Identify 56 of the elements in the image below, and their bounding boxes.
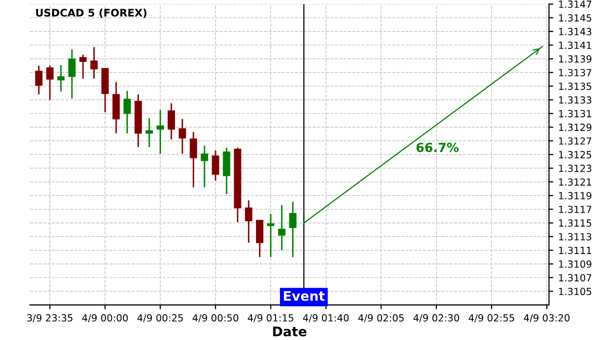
candlestick (244, 200, 252, 244)
candlestick (90, 46, 98, 80)
x-tick-label: 4/9 02:55 (468, 314, 514, 322)
candlestick (267, 213, 274, 258)
x-tick-label: 4/9 03:20 (524, 314, 570, 322)
candlestick (222, 146, 230, 195)
y-tick-label: 1.3147 (559, 0, 592, 8)
x-tick-label: 4/9 00:25 (137, 314, 183, 322)
y-tick-label: 1.3113 (559, 233, 592, 240)
y-tick-label: 1.3127 (559, 137, 592, 145)
candlestick (278, 204, 286, 251)
y-tick-label: 1.3125 (559, 151, 592, 158)
chart-title: USDCAD 5 (FOREX) (36, 8, 146, 18)
candlestick (289, 201, 296, 258)
x-tick-label: 4/9 01:15 (248, 314, 294, 322)
y-tick-label: 1.3139 (559, 55, 592, 63)
y-tick-label: 1.3131 (559, 110, 592, 118)
y-tick-label: 1.3109 (559, 260, 592, 268)
candlestick (68, 48, 76, 100)
annotation: 66.7% (416, 142, 459, 152)
y-tick-label: 1.3145 (559, 14, 592, 22)
y-tick-label: 1.3141 (559, 42, 592, 49)
y-tick-label: 1.3111 (559, 246, 592, 254)
y-tick-label: 1.3121 (559, 178, 592, 186)
candlestick (124, 90, 131, 134)
y-tick-label: 1.3137 (559, 68, 592, 76)
candlestick (178, 118, 186, 155)
candlestick (256, 219, 264, 258)
candlestick (35, 64, 42, 96)
y-tick-label: 1.3119 (559, 192, 592, 200)
candlestick (168, 102, 176, 140)
y-tick-label: 1.3129 (559, 124, 592, 132)
y-tick-label: 1.3143 (559, 28, 592, 36)
x-axis-title: Date (273, 326, 306, 336)
candlestick (190, 131, 198, 188)
ref-line-label: Event (284, 291, 325, 301)
candlestick (156, 109, 164, 155)
y-tick-label: 1.3123 (559, 164, 592, 172)
candlestick (57, 64, 65, 92)
candlestick (79, 54, 87, 80)
y-tick-label: 1.3133 (559, 96, 592, 104)
x-tick-label: 4/9 00:00 (82, 314, 128, 322)
x-tick-label: 4/9 00:50 (192, 314, 238, 322)
candlestick (200, 144, 208, 188)
x-tick-label: 4/9 02:05 (358, 314, 404, 322)
y-tick-label: 1.3107 (559, 274, 592, 282)
y-tick-label: 1.3117 (559, 206, 592, 214)
x-tick-label: 4/9 01:40 (303, 314, 349, 322)
y-tick-label: 1.3135 (559, 82, 592, 90)
candlestick (146, 118, 153, 148)
x-tick-label: 3/9 23:35 (27, 314, 72, 322)
y-tick-label: 1.3115 (559, 219, 592, 227)
candlestick (212, 150, 220, 182)
x-tick-label: 4/9 02:30 (413, 314, 460, 322)
y-tick-label: 1.3105 (559, 288, 592, 296)
candlestick (46, 64, 54, 101)
